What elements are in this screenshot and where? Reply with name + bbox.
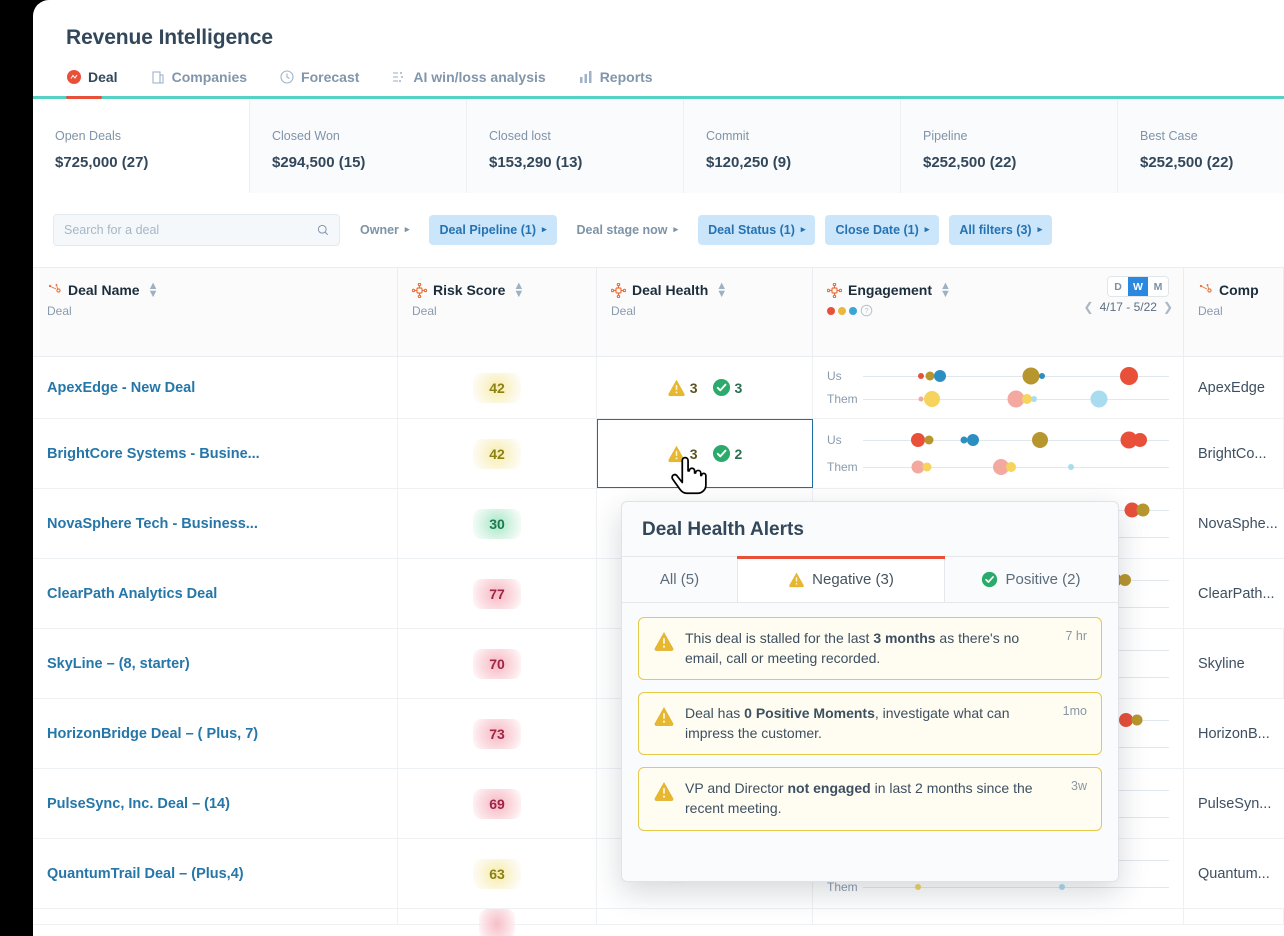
- svg-text:?: ?: [864, 306, 868, 315]
